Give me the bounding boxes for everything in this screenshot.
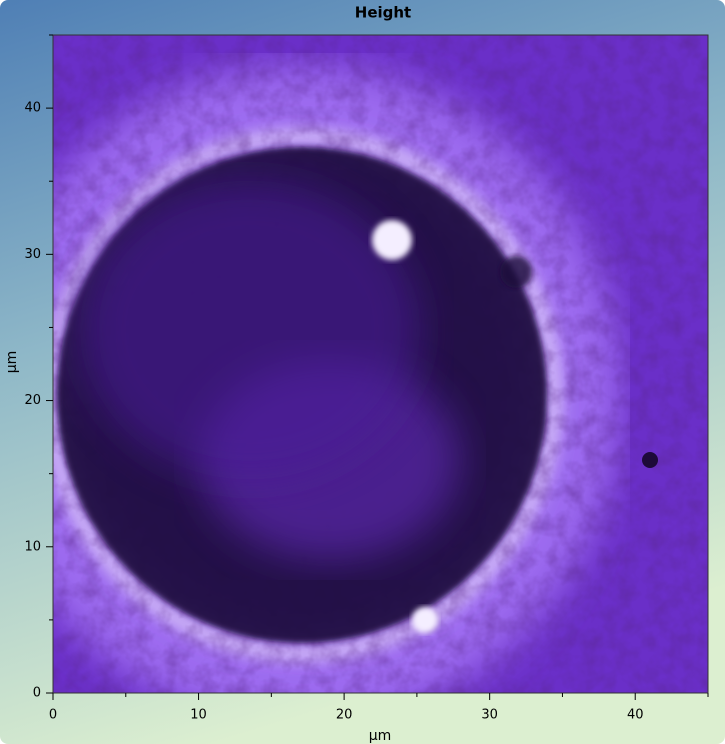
y-tick-label: 0: [33, 686, 41, 701]
dark-spot: [500, 256, 532, 288]
x-tick-label: 20: [336, 708, 353, 723]
x-tick-label: 10: [190, 708, 207, 723]
x-tick-label: 30: [481, 708, 498, 723]
plot-area: [53, 35, 708, 693]
x-tick-label: 0: [49, 708, 57, 723]
x-axis-label: µm: [369, 728, 392, 744]
y-tick-label: 10: [24, 539, 41, 554]
y-tick-label: 40: [24, 101, 41, 116]
x-tick-label: 40: [627, 708, 644, 723]
y-tick-label: 30: [24, 247, 41, 262]
pit-tone: [80, 180, 420, 480]
dark-spot: [642, 452, 658, 468]
plot-border: [52, 34, 709, 694]
y-axis-label: µm: [4, 351, 20, 374]
bright-spot: [412, 607, 438, 633]
chart-title: Height: [355, 4, 411, 22]
y-tick-label: 20: [24, 393, 41, 408]
bright-spot: [372, 220, 412, 260]
